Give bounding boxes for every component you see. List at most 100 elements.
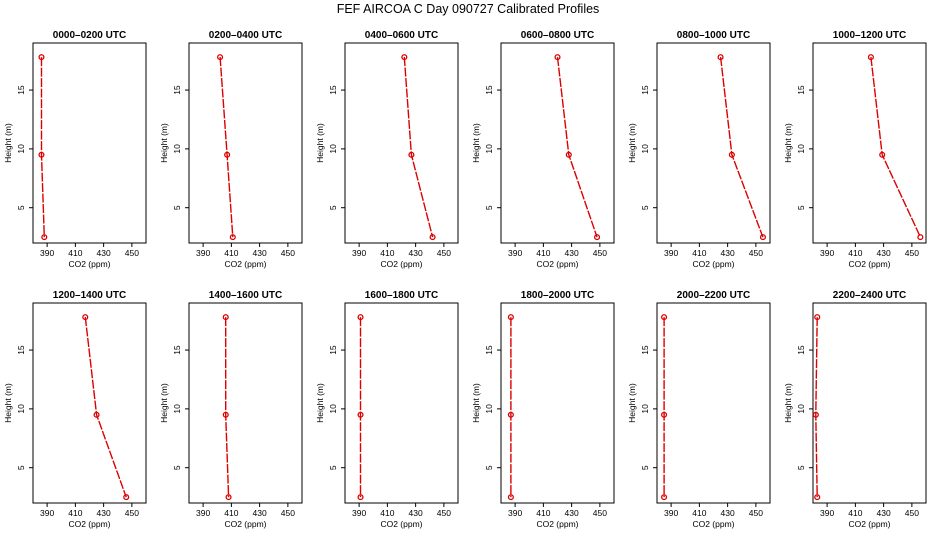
y-axis-label: Height (m) (3, 383, 13, 423)
x-tick-label: 390 (508, 248, 522, 258)
x-tick-label: 450 (905, 508, 919, 518)
y-tick-label: 10 (640, 404, 650, 414)
x-tick-label: 430 (721, 248, 735, 258)
x-tick-label: 390 (196, 248, 210, 258)
x-tick-label: 410 (692, 508, 706, 518)
profile-line (556, 57, 598, 238)
x-axis-label: CO2 (ppm) (68, 519, 110, 529)
x-axis-label: CO2 (ppm) (692, 259, 734, 269)
x-tick-label: 410 (380, 248, 394, 258)
data-point (917, 234, 924, 241)
x-tick-label: 450 (593, 508, 607, 518)
x-tick-label: 450 (281, 508, 295, 518)
x-tick-label: 390 (352, 248, 366, 258)
y-tick-label: 5 (640, 465, 650, 470)
x-tick-label: 430 (409, 508, 423, 518)
y-tick-label: 5 (328, 465, 338, 470)
data-point (661, 314, 668, 321)
data-point (38, 54, 45, 61)
panel-title: 1800–2000 UTC (521, 290, 594, 301)
y-tick-label: 15 (640, 85, 650, 95)
y-tick-label: 10 (16, 144, 26, 154)
panel-title: 1400–1600 UTC (209, 290, 282, 301)
panel-7: 1200–1400 UTC 390 410 430 450 CO2 (ppm) 5 10 15 H… (3, 290, 147, 529)
y-axis-label: Height (m) (315, 123, 325, 163)
x-tick-label: 390 (664, 248, 678, 258)
y-axis-label: Height (m) (471, 123, 481, 163)
panel-11: 2000–2200 UTC 390 410 430 450 CO2 (ppm) 5 10 15 H… (627, 290, 771, 529)
data-point (661, 411, 668, 418)
y-axis-label: Height (m) (159, 123, 169, 163)
data-point (429, 234, 436, 241)
y-tick-label: 10 (16, 404, 26, 414)
data-point (814, 314, 821, 321)
x-tick-label: 450 (593, 248, 607, 258)
x-tick-label: 390 (40, 508, 54, 518)
plot-frame (656, 302, 771, 504)
y-tick-label: 10 (640, 144, 650, 154)
panel-title: 2000–2200 UTC (677, 290, 750, 301)
profile-line (84, 317, 127, 498)
x-tick-label: 390 (664, 508, 678, 518)
plot-frame (656, 42, 771, 244)
panel-grid: 0000–0200 UTC 390 410 430 450 CO2 (ppm) 5 10 15 H… (3, 30, 927, 529)
data-point (408, 151, 415, 158)
x-tick-label: 430 (565, 508, 579, 518)
plot-frame (188, 42, 303, 244)
y-tick-label: 5 (640, 205, 650, 210)
x-axis-label: CO2 (ppm) (848, 519, 890, 529)
panel-2: 0200–0400 UTC 390 410 430 450 CO2 (ppm) 5 10 15 H… (159, 30, 303, 269)
panel-title: 1000–1200 UTC (833, 30, 906, 41)
x-tick-label: 390 (508, 508, 522, 518)
y-tick-label: 10 (172, 144, 182, 154)
x-tick-label: 450 (437, 248, 451, 258)
y-tick-label: 5 (484, 205, 494, 210)
x-tick-label: 410 (848, 508, 862, 518)
panel-12: 2200–2400 UTC 390 410 430 450 CO2 (ppm) 5 10 15 H… (783, 290, 927, 529)
y-tick-label: 10 (328, 404, 338, 414)
y-tick-label: 5 (796, 465, 806, 470)
panel-6: 1000–1200 UTC 390 410 430 450 CO2 (ppm) 5 10 15 H… (783, 30, 927, 269)
y-tick-label: 5 (16, 465, 26, 470)
plot-frame (500, 42, 615, 244)
y-tick-label: 10 (484, 404, 494, 414)
panel-title: 2200–2400 UTC (833, 290, 906, 301)
y-tick-label: 10 (796, 144, 806, 154)
y-tick-label: 5 (484, 465, 494, 470)
y-tick-label: 10 (328, 144, 338, 154)
y-tick-label: 5 (328, 205, 338, 210)
x-axis-label: CO2 (ppm) (848, 259, 890, 269)
panel-1: 0000–0200 UTC 390 410 430 450 CO2 (ppm) 5 10 15 H… (3, 30, 147, 269)
data-point (867, 54, 874, 61)
data-point (82, 314, 89, 321)
x-axis-label: CO2 (ppm) (224, 259, 266, 269)
panel-title: 1600–1800 UTC (365, 290, 438, 301)
y-tick-label: 15 (640, 345, 650, 355)
x-tick-label: 390 (196, 508, 210, 518)
plot-frame (812, 42, 927, 244)
y-axis-label: Height (m) (471, 383, 481, 423)
data-point (123, 494, 130, 501)
x-tick-label: 450 (125, 508, 139, 518)
data-point (812, 411, 819, 418)
data-point (357, 314, 364, 321)
profile-line (719, 57, 764, 238)
x-tick-label: 410 (68, 248, 82, 258)
y-tick-label: 15 (796, 345, 806, 355)
y-tick-label: 15 (796, 85, 806, 95)
x-axis-label: CO2 (ppm) (692, 519, 734, 529)
y-axis-label: Height (m) (627, 123, 637, 163)
data-point (507, 411, 514, 418)
y-tick-label: 5 (172, 465, 182, 470)
y-tick-label: 10 (796, 404, 806, 414)
y-tick-label: 10 (172, 404, 182, 414)
data-point (357, 494, 364, 501)
y-tick-label: 15 (484, 345, 494, 355)
y-tick-label: 5 (796, 205, 806, 210)
x-tick-label: 450 (905, 248, 919, 258)
x-tick-label: 430 (565, 248, 579, 258)
data-point (401, 54, 408, 61)
data-point (224, 151, 231, 158)
panel-title: 0400–0600 UTC (365, 30, 438, 41)
